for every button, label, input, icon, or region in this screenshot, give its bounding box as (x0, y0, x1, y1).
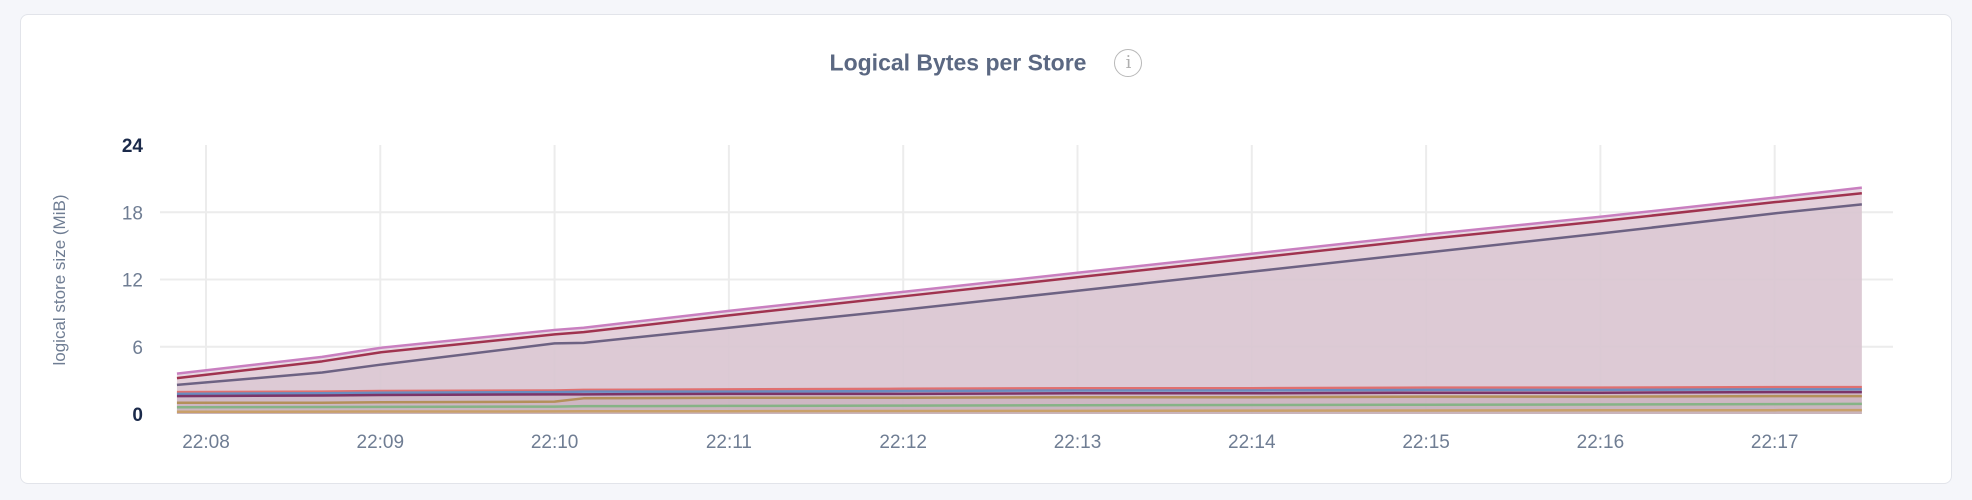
y-tick-label: 6 (132, 338, 143, 359)
x-tick-label: 22:17 (1751, 432, 1799, 453)
chart-title-row: Logical Bytes per Store i (0, 48, 1972, 77)
x-tick-label: 22:14 (1228, 432, 1276, 453)
series-line-1 (176, 191, 1862, 380)
series-area-fill (176, 187, 1862, 414)
y-tick-label: 24 (122, 136, 144, 157)
series-line-0 (176, 186, 1862, 375)
series-line-7 (176, 402, 1862, 409)
x-tick-label: 22:09 (357, 432, 405, 453)
series-line-3 (176, 385, 1862, 394)
info-icon[interactable]: i (1114, 48, 1143, 77)
x-tick-label: 22:16 (1577, 432, 1625, 453)
series-area-2 (176, 204, 1862, 414)
series-area-1 (176, 193, 1862, 414)
series-line-5 (176, 390, 1862, 398)
x-tick-label: 22:10 (531, 432, 579, 453)
y-tick-label: 0 (132, 405, 143, 426)
x-tick-label: 22:15 (1402, 432, 1450, 453)
x-tick-label: 22:12 (879, 432, 927, 453)
series-line-6 (176, 394, 1862, 405)
series-line-8 (176, 408, 1862, 414)
y-tick-label: 18 (122, 203, 143, 224)
series-line-4 (176, 388, 1862, 396)
x-tick-label: 22:08 (182, 432, 230, 453)
chart-title: Logical Bytes per Store (829, 49, 1087, 76)
y-tick-label: 12 (122, 271, 143, 292)
x-tick-label: 22:13 (1054, 432, 1102, 453)
x-tick-label: 22:11 (706, 432, 752, 453)
series-line-2 (176, 203, 1862, 387)
